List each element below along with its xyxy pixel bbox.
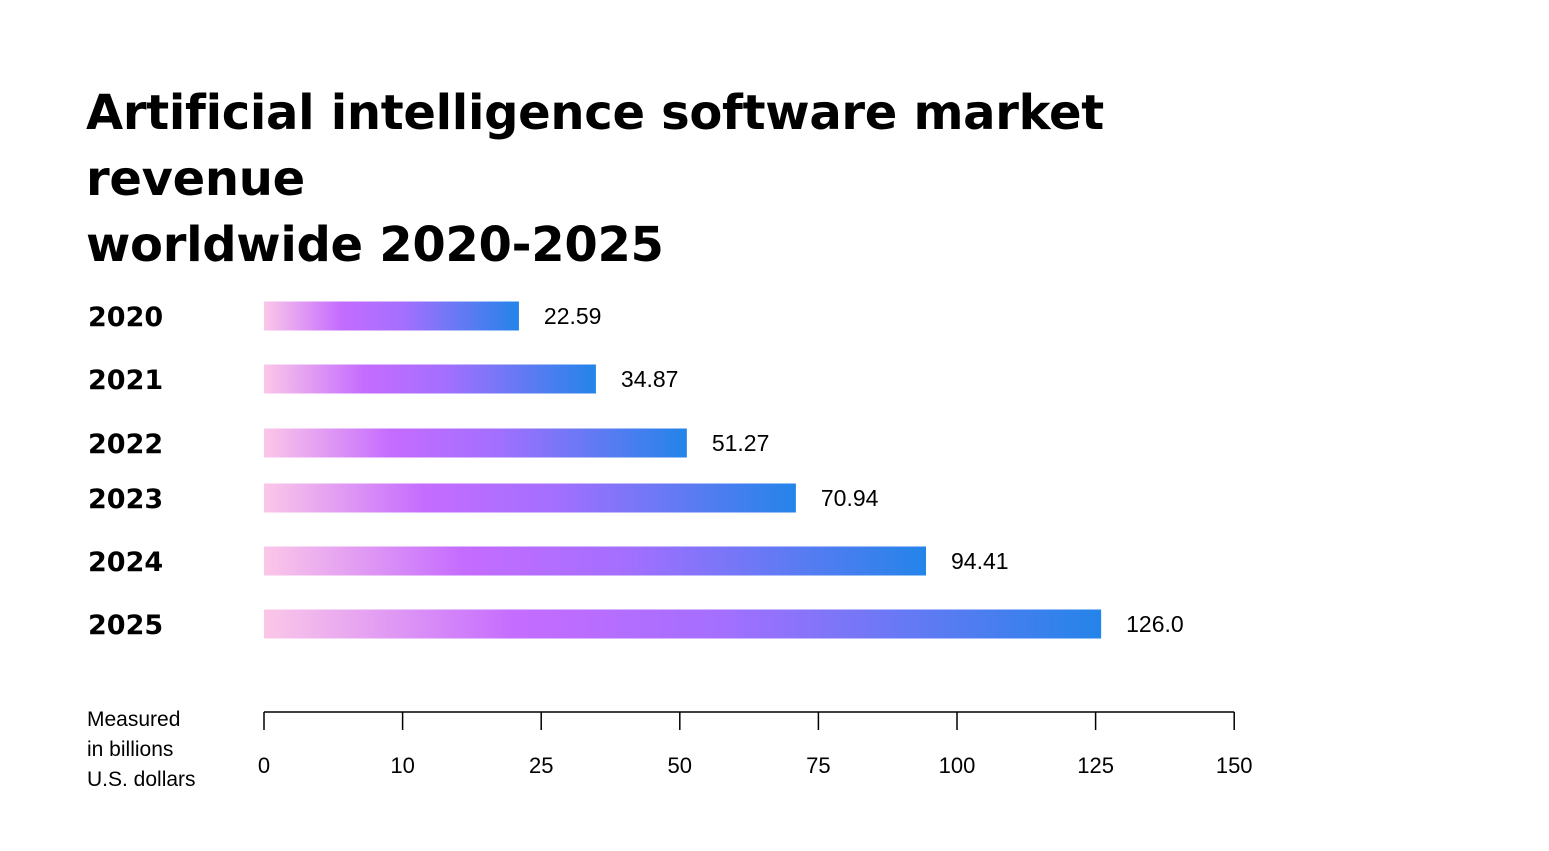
category-label-2021: 2021: [88, 365, 163, 396]
value-label-2024: 94.41: [951, 548, 1009, 574]
bar-2024: [264, 546, 927, 576]
category-label-2024: 2024: [88, 547, 163, 578]
category-label-2023: 2023: [88, 484, 163, 515]
x-tick-label-75: 75: [806, 753, 830, 778]
category-label-2022: 2022: [88, 429, 163, 460]
value-label-2025: 126.0: [1126, 611, 1184, 637]
bar-2021: [264, 364, 596, 394]
x-tick-label-0: 0: [258, 753, 270, 778]
x-tick-label-50: 50: [668, 753, 692, 778]
value-label-2021: 34.87: [621, 366, 679, 392]
category-label-2025: 2025: [88, 610, 163, 641]
chart-title-line-1: Artificial intelligence software market …: [86, 85, 1104, 207]
bar-2020: [264, 301, 519, 331]
unit-caption-line-2: in billions: [87, 738, 173, 761]
chart-title-line-2: worldwide 2020-2025: [86, 217, 664, 273]
x-tick-label-125: 125: [1077, 753, 1114, 778]
value-label-2022: 51.27: [712, 430, 770, 456]
value-label-2020: 22.59: [544, 303, 602, 329]
chart-title: Artificial intelligence software market …: [86, 80, 1286, 278]
x-tick-label-100: 100: [939, 753, 976, 778]
x-tick-label-10: 10: [390, 753, 414, 778]
bar-2025: [264, 609, 1102, 639]
x-tick-label-25: 25: [529, 753, 553, 778]
value-label-2023: 70.94: [821, 485, 879, 511]
bar-2023: [264, 483, 796, 513]
unit-caption-line-1: Measured: [87, 708, 180, 731]
x-tick-label-150: 150: [1216, 753, 1253, 778]
unit-caption-line-3: U.S. dollars: [87, 768, 196, 791]
bar-2022: [264, 428, 687, 458]
category-label-2020: 2020: [88, 302, 163, 333]
